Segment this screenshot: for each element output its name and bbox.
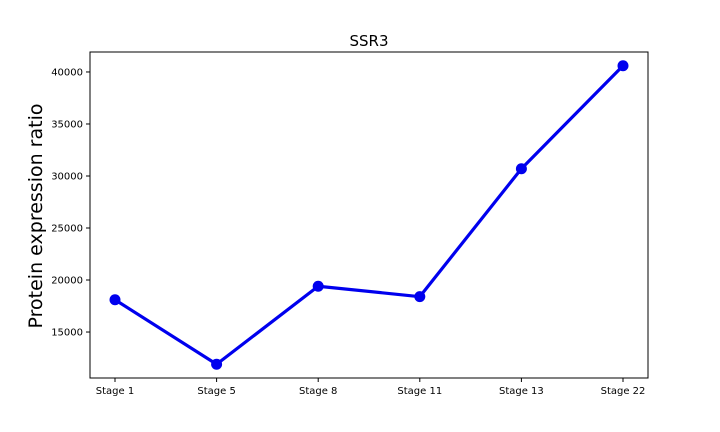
y-axis-label: Protein expression ratio — [25, 104, 47, 329]
x-tick-label: Stage 5 — [197, 386, 235, 397]
chart-title: SSR3 — [349, 32, 388, 50]
series-layer — [109, 60, 629, 370]
x-tick-label: Stage 11 — [397, 386, 442, 397]
x-tick-label: Stage 22 — [601, 386, 646, 397]
data-point — [617, 60, 629, 72]
x-tick-label: Stage 8 — [299, 386, 337, 397]
series-line — [114, 64, 625, 366]
y-axis: 15000 20000 25000 30000 35000 40000 — [51, 67, 90, 339]
x-tick-label: Stage 13 — [499, 386, 544, 397]
data-point — [312, 280, 324, 292]
data-point — [515, 163, 527, 175]
x-axis: Stage 1 Stage 5 Stage 8 Stage 11 Stage 13 Sta… — [96, 378, 646, 397]
y-tick-label: 40000 — [51, 67, 83, 78]
y-tick-label: 20000 — [51, 276, 83, 287]
plot-area-frame — [89, 51, 649, 379]
x-tick-label: Stage 1 — [96, 386, 134, 397]
y-tick-label: 25000 — [51, 224, 83, 235]
data-point — [211, 358, 223, 370]
data-point — [414, 291, 426, 303]
data-point — [109, 294, 121, 306]
y-tick-label: 30000 — [51, 171, 83, 182]
y-tick-label: 15000 — [51, 328, 83, 339]
y-tick-label: 35000 — [51, 119, 83, 130]
